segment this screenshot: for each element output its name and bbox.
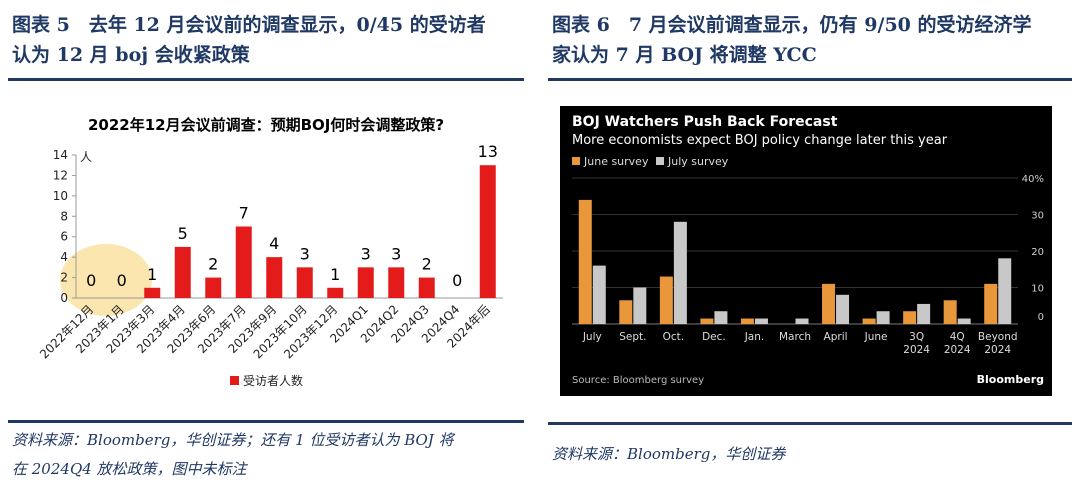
y-tick-label: 2 — [60, 271, 68, 285]
legend-label: 受访者人数 — [243, 373, 303, 388]
y-tick-label: 12 — [53, 168, 68, 182]
bar — [862, 318, 876, 324]
bar — [479, 165, 496, 298]
data-label: 2 — [422, 255, 432, 274]
data-label: 1 — [147, 265, 157, 284]
data-label: 13 — [478, 142, 498, 161]
data-label: 0 — [117, 271, 127, 290]
x-tick-label: 2024 — [903, 344, 930, 356]
y-axis-unit: 人 — [80, 150, 92, 164]
bar — [205, 277, 222, 298]
bar — [673, 221, 687, 324]
caption-divider — [8, 78, 524, 81]
bar — [357, 267, 374, 298]
legend-swatch — [572, 157, 580, 165]
y-tick-label: 0 — [1038, 312, 1044, 323]
y-tick-label: 10 — [1031, 284, 1044, 295]
figure-6-source-note: 资料来源：Bloomberg，华创证券 — [552, 445, 786, 463]
legend-swatch — [230, 376, 239, 385]
bar — [876, 311, 890, 324]
legend-swatch — [656, 157, 664, 165]
y-tick-label: 20 — [1031, 247, 1044, 258]
x-tick-label: Dec. — [702, 331, 726, 343]
bloomberg-logo: Bloomberg — [977, 373, 1044, 386]
x-tick-label: 2024 — [984, 344, 1011, 356]
bar — [327, 287, 344, 298]
bar — [903, 311, 917, 324]
data-label: 4 — [269, 234, 279, 253]
data-label: 0 — [86, 271, 96, 290]
x-tick-label: Sept. — [619, 331, 646, 343]
data-label: 3 — [391, 244, 401, 263]
chart-title: 2022年12月会议前调查：预期BOJ何时会调整政策? — [88, 116, 444, 134]
bar — [714, 311, 728, 324]
source-divider — [548, 422, 1072, 425]
highlight-circle — [60, 244, 152, 316]
figure-6-caption: 图表 6 7 月会议前调查显示，仍有 9/50 的受访经济学 家认为 7 月 B… — [552, 14, 1032, 66]
bar — [578, 199, 592, 324]
chart-subtitle: More economists expect BOJ policy change… — [572, 133, 948, 148]
source-divider — [8, 420, 524, 423]
data-label: 2 — [208, 255, 218, 274]
bar — [795, 318, 809, 324]
left-figure-panel: 图表 5 去年 12 月会议前的调查显示，0/45 的受访者 认为 12 月 b… — [8, 0, 524, 483]
x-tick-label: July — [582, 331, 602, 343]
legend-label: June survey — [583, 155, 649, 168]
bar — [998, 258, 1012, 324]
data-label: 3 — [300, 244, 310, 263]
chart-source: Source: Bloomberg survey — [572, 375, 704, 386]
bar — [296, 267, 313, 298]
x-tick-label: 2024 — [944, 344, 971, 356]
x-tick-label: Jan. — [744, 331, 765, 343]
bar — [388, 267, 405, 298]
bar — [144, 287, 161, 298]
y-tick-label: 40% — [1022, 174, 1044, 185]
x-tick-label: June — [864, 331, 888, 343]
chart-title: BOJ Watchers Push Back Forecast — [572, 114, 838, 130]
y-tick-label: 0 — [60, 291, 68, 305]
y-tick-label: 30 — [1031, 211, 1044, 222]
bar — [418, 277, 435, 298]
bar — [754, 318, 768, 324]
y-tick-label: 14 — [53, 148, 68, 162]
bar — [659, 276, 673, 324]
data-label: 0 — [452, 271, 462, 290]
x-tick-label: 3Q — [909, 331, 924, 343]
data-label: 5 — [178, 224, 188, 243]
bar — [592, 265, 606, 324]
bar — [917, 303, 931, 324]
bar — [836, 294, 850, 324]
bar — [984, 283, 998, 324]
bar — [174, 246, 191, 298]
bar — [957, 318, 971, 324]
x-tick-label: Oct. — [663, 331, 685, 343]
bar — [943, 300, 957, 324]
caption-divider — [548, 78, 1072, 81]
bar — [619, 300, 633, 324]
chart-boj-watchers-forecast: BOJ Watchers Push Back Forecast More econ… — [560, 106, 1052, 396]
bar — [235, 226, 252, 298]
bar — [633, 287, 647, 324]
bar — [700, 318, 714, 324]
bar — [740, 318, 754, 324]
figure-5-source-note: 资料来源：Bloomberg，华创证券；还有 1 位受访者认为 BOJ 将 在 … — [12, 431, 454, 478]
x-tick-label: March — [779, 331, 811, 343]
figure-5-caption: 图表 5 去年 12 月会议前的调查显示，0/45 的受访者 认为 12 月 b… — [12, 14, 486, 66]
y-tick-label: 4 — [60, 250, 68, 264]
legend-label: July survey — [667, 155, 729, 168]
bar — [822, 283, 836, 324]
data-label: 3 — [361, 244, 371, 263]
x-tick-label: April — [824, 331, 848, 343]
y-tick-label: 8 — [60, 209, 68, 223]
x-tick-label: 4Q — [950, 331, 965, 343]
data-label: 7 — [239, 204, 249, 223]
y-tick-label: 10 — [53, 189, 68, 203]
bar — [266, 257, 283, 298]
x-tick-label: Beyond — [978, 331, 1018, 343]
data-label: 1 — [330, 265, 340, 284]
right-figure-panel: 图表 6 7 月会议前调查显示，仍有 9/50 的受访经济学 家认为 7 月 B… — [548, 0, 1072, 483]
y-tick-label: 6 — [60, 230, 68, 244]
